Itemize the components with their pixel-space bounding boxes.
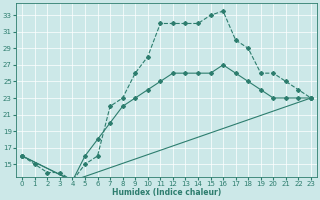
X-axis label: Humidex (Indice chaleur): Humidex (Indice chaleur) [112,188,221,197]
